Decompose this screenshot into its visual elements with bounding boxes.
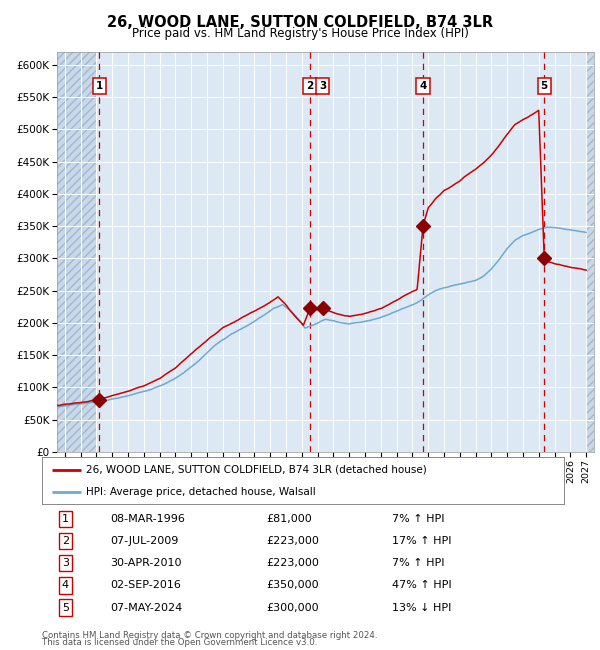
- Text: 08-MAR-1996: 08-MAR-1996: [110, 514, 185, 524]
- Text: 13% ↓ HPI: 13% ↓ HPI: [392, 603, 451, 612]
- Text: 07-MAY-2024: 07-MAY-2024: [110, 603, 182, 612]
- Text: 3: 3: [62, 558, 69, 568]
- Text: 1: 1: [62, 514, 69, 524]
- Text: 5: 5: [541, 81, 548, 91]
- Text: 7% ↑ HPI: 7% ↑ HPI: [392, 558, 444, 568]
- Text: 2: 2: [307, 81, 314, 91]
- Text: 7% ↑ HPI: 7% ↑ HPI: [392, 514, 444, 524]
- Text: 4: 4: [62, 580, 69, 590]
- Text: 3: 3: [319, 81, 326, 91]
- Text: 2: 2: [62, 536, 69, 546]
- Text: 26, WOOD LANE, SUTTON COLDFIELD, B74 3LR: 26, WOOD LANE, SUTTON COLDFIELD, B74 3LR: [107, 15, 493, 30]
- Text: 30-APR-2010: 30-APR-2010: [110, 558, 181, 568]
- Text: 02-SEP-2016: 02-SEP-2016: [110, 580, 181, 590]
- Bar: [57, 52, 97, 452]
- Text: 4: 4: [419, 81, 427, 91]
- Text: £223,000: £223,000: [266, 558, 319, 568]
- Text: 17% ↑ HPI: 17% ↑ HPI: [392, 536, 451, 546]
- Text: Contains HM Land Registry data © Crown copyright and database right 2024.: Contains HM Land Registry data © Crown c…: [42, 630, 377, 640]
- Text: Price paid vs. HM Land Registry's House Price Index (HPI): Price paid vs. HM Land Registry's House …: [131, 27, 469, 40]
- Bar: [586, 52, 594, 452]
- Text: This data is licensed under the Open Government Licence v3.0.: This data is licensed under the Open Gov…: [42, 638, 317, 647]
- Text: £81,000: £81,000: [266, 514, 312, 524]
- Text: 1: 1: [96, 81, 103, 91]
- Text: HPI: Average price, detached house, Walsall: HPI: Average price, detached house, Wals…: [86, 487, 316, 497]
- Text: 26, WOOD LANE, SUTTON COLDFIELD, B74 3LR (detached house): 26, WOOD LANE, SUTTON COLDFIELD, B74 3LR…: [86, 465, 427, 474]
- Text: £300,000: £300,000: [266, 603, 319, 612]
- Text: £223,000: £223,000: [266, 536, 319, 546]
- Text: 5: 5: [62, 603, 69, 612]
- Text: 47% ↑ HPI: 47% ↑ HPI: [392, 580, 451, 590]
- Text: £350,000: £350,000: [266, 580, 319, 590]
- Text: 07-JUL-2009: 07-JUL-2009: [110, 536, 178, 546]
